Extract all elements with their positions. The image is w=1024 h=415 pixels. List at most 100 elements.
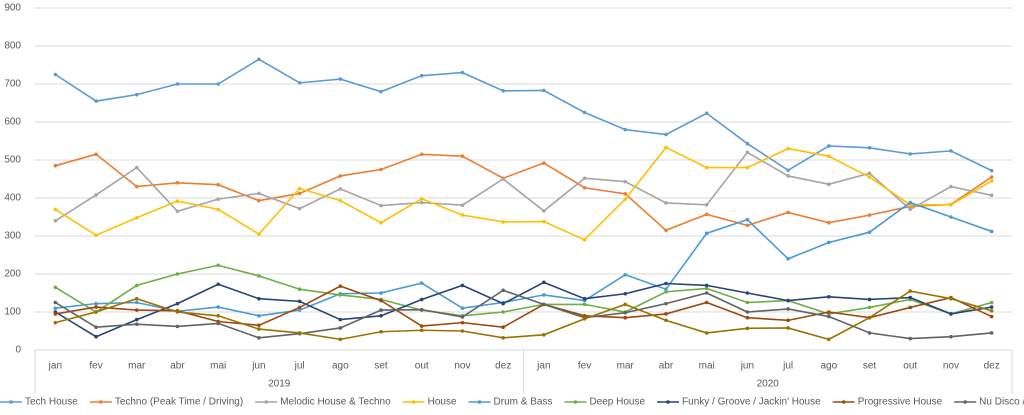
point [53,285,58,290]
point [257,296,261,301]
point [94,99,98,103]
point [216,197,220,201]
legend-item: Tech House [0,397,78,408]
point [297,308,302,312]
point [501,220,505,224]
legend-label: Melodic House & Techno [280,397,391,408]
point [786,307,790,311]
point [338,337,343,342]
point [175,301,180,306]
point [908,295,913,300]
point [623,179,628,184]
x-tick-label: mar [128,361,146,372]
point [827,314,831,319]
x-tick-label: jan [536,361,550,372]
point [989,175,994,179]
point [542,88,546,93]
point [664,301,668,306]
point [460,306,465,311]
point [704,111,709,116]
legend-marker [573,400,578,404]
point [419,297,424,302]
point [501,301,505,306]
point [257,57,261,62]
point [542,219,546,224]
point [989,193,994,198]
point [704,291,709,295]
point [501,336,505,340]
point [257,232,261,236]
point [379,298,383,303]
point [257,191,261,196]
series-line [55,201,992,317]
point [989,168,994,173]
point [704,286,709,291]
point [419,324,424,328]
point [53,219,58,223]
x-tick-label: fev [89,361,102,372]
legend-marker [477,400,482,404]
x-tick-label: nov [943,361,959,372]
point [501,325,505,330]
point [867,146,872,150]
legend-marker [411,400,416,404]
point [867,171,872,176]
x-tick-label: out [415,361,429,372]
point [664,132,668,137]
year-label: 2019 [268,379,291,390]
point [908,200,913,205]
point [257,327,261,331]
point [53,72,58,77]
legend-label: Progressive House [858,397,943,408]
point [94,325,98,330]
point [419,200,424,205]
point [704,212,709,217]
point [257,336,261,340]
point [216,82,220,86]
legend-item: Nu Disco / Disco [954,397,1024,408]
point [623,310,628,315]
point [989,229,994,234]
point [745,141,750,146]
point [134,92,139,97]
series-line [54,146,993,241]
point [989,331,994,335]
point [338,326,343,330]
x-tick-label: mai [210,361,226,372]
legend-label: House [428,397,457,408]
point [94,301,98,306]
point [379,329,383,334]
point [338,77,343,81]
point [53,312,58,316]
point [542,302,546,307]
point [704,283,709,288]
point [542,280,546,285]
year-label: 2020 [757,379,780,390]
point [582,302,587,307]
point [53,163,58,168]
point [53,207,58,212]
point [827,182,831,187]
point [623,197,628,201]
y-tick-label: 200 [4,269,21,280]
point [582,238,587,242]
point [867,213,872,217]
point [94,233,98,238]
x-tick-label: jun [251,361,265,372]
point [827,154,831,158]
point [134,165,139,170]
point [745,217,750,222]
point [623,291,628,296]
y-tick-label: 300 [4,231,21,242]
point [379,291,383,295]
point [216,314,220,318]
x-tick-label: jul [782,361,793,372]
point [908,305,913,310]
point [419,73,424,78]
point [175,310,180,314]
point [786,326,790,330]
point [134,296,139,301]
legend-marker [666,400,670,404]
point [664,312,668,316]
